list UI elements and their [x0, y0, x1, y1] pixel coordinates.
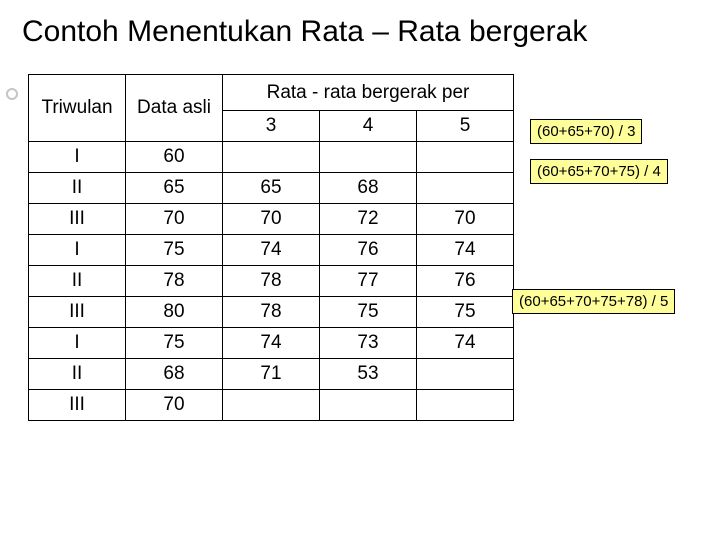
cell-triwulan: II: [29, 266, 126, 297]
cell-ma3: 71: [223, 359, 320, 390]
cell-data-asli: 70: [126, 204, 223, 235]
table-row: III 80 78 75 75: [29, 297, 514, 328]
cell-triwulan: II: [29, 173, 126, 204]
formula-callout-5: (60+65+70+75+78) / 5: [512, 289, 675, 314]
slide: Contoh Menentukan Rata – Rata bergerak T…: [0, 0, 720, 540]
cell-ma4: 76: [320, 235, 417, 266]
cell-ma3: 65: [223, 173, 320, 204]
cell-ma4: 77: [320, 266, 417, 297]
cell-data-asli: 80: [126, 297, 223, 328]
table-row: II 65 65 68: [29, 173, 514, 204]
slide-title: Contoh Menentukan Rata – Rata bergerak: [22, 14, 698, 50]
cell-ma4: [320, 142, 417, 173]
cell-triwulan: III: [29, 204, 126, 235]
cell-ma3: 74: [223, 235, 320, 266]
cell-triwulan: I: [29, 142, 126, 173]
table-row: III 70 70 72 70: [29, 204, 514, 235]
cell-ma3: 78: [223, 266, 320, 297]
cell-ma3: 74: [223, 328, 320, 359]
cell-data-asli: 60: [126, 142, 223, 173]
cell-data-asli: 70: [126, 390, 223, 421]
cell-ma4: 73: [320, 328, 417, 359]
cell-ma5: 74: [417, 235, 514, 266]
cell-ma5: [417, 359, 514, 390]
cell-triwulan: II: [29, 359, 126, 390]
cell-ma3: [223, 142, 320, 173]
header-col-4: 4: [320, 111, 417, 142]
cell-data-asli: 65: [126, 173, 223, 204]
header-col-3: 3: [223, 111, 320, 142]
cell-ma5: 70: [417, 204, 514, 235]
cell-triwulan: I: [29, 235, 126, 266]
table-row: I 75 74 76 74: [29, 235, 514, 266]
cell-ma5: [417, 173, 514, 204]
cell-triwulan: III: [29, 297, 126, 328]
bullet-icon: [6, 88, 18, 100]
cell-data-asli: 75: [126, 328, 223, 359]
header-col-5: 5: [417, 111, 514, 142]
cell-ma4: [320, 390, 417, 421]
table-row: III 70: [29, 390, 514, 421]
cell-ma3: [223, 390, 320, 421]
cell-data-asli: 75: [126, 235, 223, 266]
cell-data-asli: 68: [126, 359, 223, 390]
cell-ma4: 53: [320, 359, 417, 390]
cell-ma3: 78: [223, 297, 320, 328]
cell-ma5: [417, 142, 514, 173]
cell-ma3: 70: [223, 204, 320, 235]
cell-ma4: 75: [320, 297, 417, 328]
cell-data-asli: 78: [126, 266, 223, 297]
moving-average-table: Triwulan Data asli Rata - rata bergerak …: [28, 74, 514, 421]
cell-triwulan: I: [29, 328, 126, 359]
cell-ma4: 68: [320, 173, 417, 204]
cell-ma5: [417, 390, 514, 421]
formula-callout-3: (60+65+70) / 3: [530, 119, 642, 144]
cell-ma5: 74: [417, 328, 514, 359]
table-row: I 60: [29, 142, 514, 173]
header-data-asli: Data asli: [126, 75, 223, 142]
table-row: II 68 71 53: [29, 359, 514, 390]
cell-ma5: 75: [417, 297, 514, 328]
header-triwulan: Triwulan: [29, 75, 126, 142]
header-rata-merge: Rata - rata bergerak per: [223, 75, 514, 111]
table-header-row-1: Triwulan Data asli Rata - rata bergerak …: [29, 75, 514, 111]
cell-triwulan: III: [29, 390, 126, 421]
table-row: I 75 74 73 74: [29, 328, 514, 359]
table-row: II 78 78 77 76: [29, 266, 514, 297]
formula-callout-4: (60+65+70+75) / 4: [530, 159, 668, 184]
cell-ma4: 72: [320, 204, 417, 235]
cell-ma5: 76: [417, 266, 514, 297]
